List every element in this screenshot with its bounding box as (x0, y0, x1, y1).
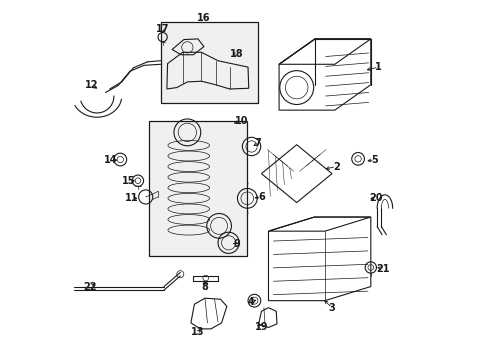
Text: 12: 12 (85, 80, 99, 90)
Text: 6: 6 (258, 192, 264, 202)
Text: 3: 3 (328, 303, 335, 313)
Text: 20: 20 (368, 193, 382, 203)
Text: 11: 11 (124, 193, 138, 203)
Text: 5: 5 (371, 154, 378, 165)
Text: 10: 10 (234, 116, 248, 126)
Text: 9: 9 (233, 239, 240, 249)
Text: 17: 17 (156, 24, 169, 34)
Text: 13: 13 (191, 327, 204, 337)
Text: 4: 4 (247, 297, 254, 307)
Bar (148, 121, 247, 256)
Text: 14: 14 (104, 154, 118, 165)
Bar (160, 22, 257, 103)
Text: 22: 22 (83, 282, 97, 292)
Text: 1: 1 (374, 62, 381, 72)
Text: 18: 18 (229, 49, 243, 59)
Text: 19: 19 (254, 323, 267, 333)
Text: 16: 16 (197, 13, 210, 23)
Text: 21: 21 (375, 264, 389, 274)
Text: 15: 15 (122, 176, 135, 186)
Text: 2: 2 (332, 162, 339, 172)
Text: 7: 7 (254, 138, 261, 148)
Text: 8: 8 (201, 282, 208, 292)
